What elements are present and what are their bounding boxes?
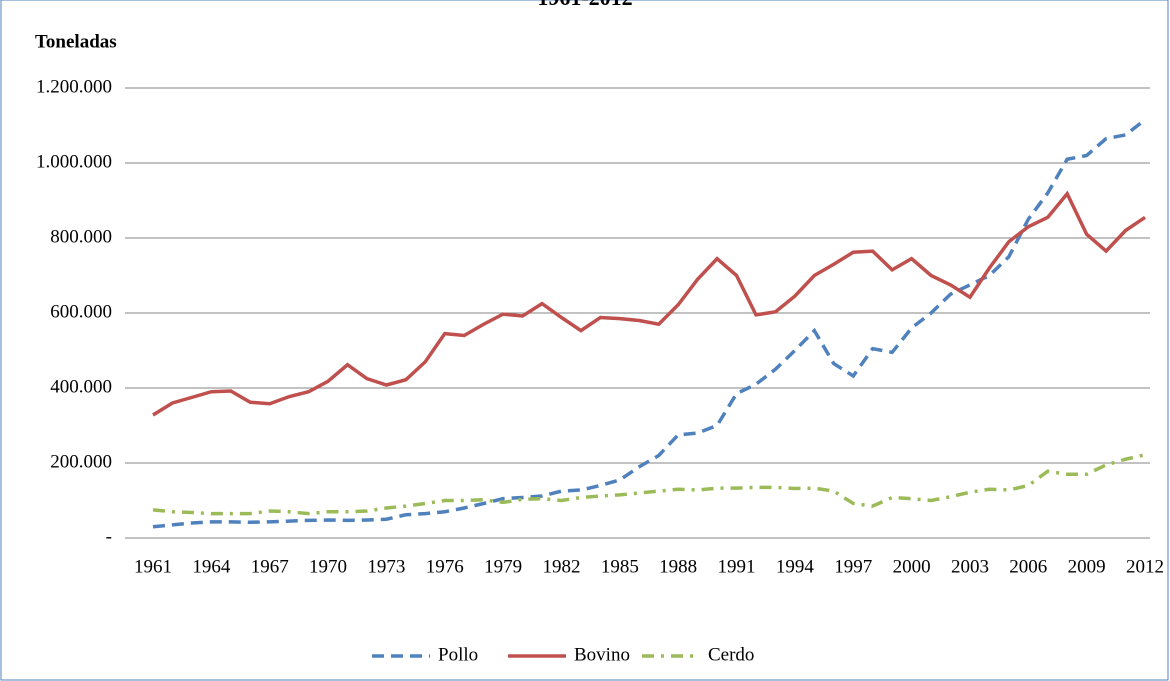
legend-label: Cerdo [708,644,754,665]
y-tick-label: 200.000 [50,451,112,472]
x-tick-label: 1979 [484,556,522,577]
x-tick-label: 1967 [251,556,289,577]
x-tick-label: 1994 [776,556,815,577]
x-tick-label: 1982 [542,556,580,577]
x-tick-label: 1964 [192,556,231,577]
x-tick-label: 2006 [1009,556,1047,577]
x-tick-label: 1997 [834,556,872,577]
series-line [152,190,1146,417]
x-tick-label: 2012 [1126,556,1164,577]
x-tick-label: 2009 [1068,556,1106,577]
y-tick-label: - [106,526,112,547]
y-tick-label: 800.000 [50,226,112,247]
y-tick-label: 400.000 [50,376,112,397]
x-tick-label: 1976 [426,556,464,577]
x-tick-label: 1985 [601,556,639,577]
legend-label: Pollo [438,644,478,665]
y-axis-label: Toneladas [35,31,117,52]
chart-title: 1961-2012 [537,0,632,10]
y-tick-label: 1.200.000 [36,76,112,97]
legend-label: Bovino [574,644,630,665]
x-tick-label: 2003 [951,556,989,577]
y-tick-label: 1.000.000 [36,151,112,172]
y-tick-label: 600.000 [50,301,112,322]
series-line [152,453,1146,516]
x-tick-label: 1991 [718,556,756,577]
x-tick-label: 1973 [367,556,405,577]
x-tick-label: 1970 [309,556,347,577]
x-tick-label: 1961 [134,556,172,577]
x-tick-label: 1988 [659,556,697,577]
x-tick-label: 2000 [893,556,931,577]
